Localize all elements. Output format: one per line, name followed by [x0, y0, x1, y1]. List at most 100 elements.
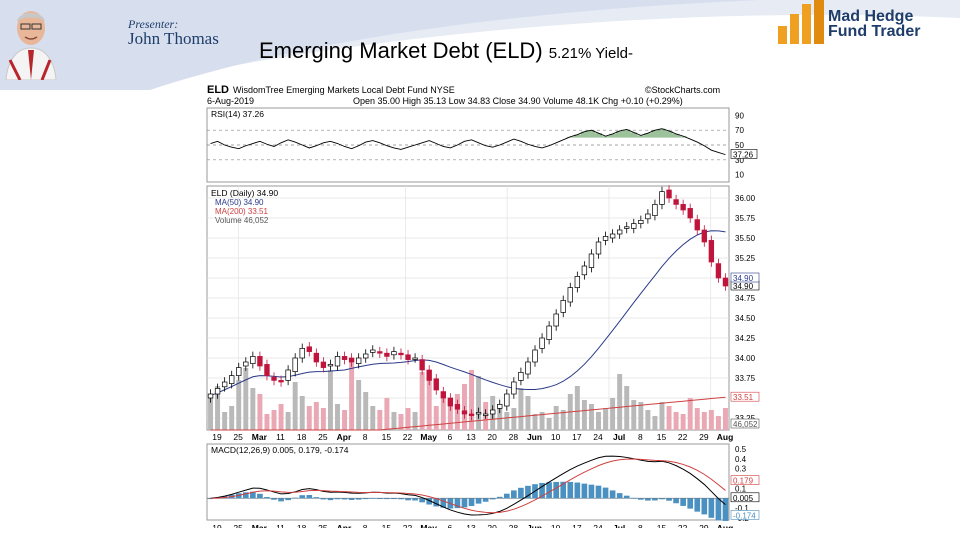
macd-histogram-bar [645, 498, 651, 501]
stock-chart-svg: ELD WisdomTree Emerging Markets Local De… [175, 80, 761, 533]
price-value-box [730, 391, 760, 402]
presenter-photo [0, 0, 62, 80]
macd-histogram-bar [574, 482, 581, 499]
price-value-label: 34.90 [733, 274, 754, 283]
x-axis-label: 15 [382, 432, 392, 442]
volume-bar [250, 388, 256, 430]
macd-histogram-bar [638, 498, 644, 500]
macd-tick-label: 0.5 [735, 445, 747, 454]
slide-title-suffix: 5.21% Yield- [548, 45, 634, 62]
macd-histogram-bar [546, 482, 552, 499]
candle-body [299, 348, 305, 359]
macd-legend: MACD(12,26,9) 0.005, 0.179, -0.174 [211, 445, 349, 455]
x-axis-label: 11 [276, 432, 285, 442]
x-axis-label: 25 [233, 523, 243, 528]
rsi-legend: RSI(14) 37.26 [211, 109, 264, 119]
macd-histogram-bar [278, 498, 284, 502]
price-tick-label: 35.25 [735, 254, 756, 263]
price-value-label: 33.51 [733, 393, 754, 402]
candle-body [391, 351, 397, 356]
volume-bar [419, 372, 425, 430]
price-tick-label: 34.00 [735, 354, 756, 363]
volume-bar [377, 410, 383, 430]
chart-symbol: ELD [207, 84, 229, 96]
candle-body [482, 413, 489, 416]
candle-body [504, 393, 510, 407]
x-axis-label: Aug [717, 523, 734, 528]
x-axis-label: 8 [638, 523, 643, 528]
volume-bar [440, 392, 446, 430]
volume-bar [349, 360, 355, 430]
candle-body [292, 357, 298, 372]
volume-bar [574, 386, 580, 430]
volume-bar [257, 394, 263, 430]
candle-body [341, 356, 348, 360]
candle-body [645, 213, 651, 220]
volume-bar [723, 408, 728, 430]
presenter-label: Presenter: [128, 17, 179, 31]
ma200-line [210, 396, 726, 431]
legend-price: ELD (Daily) 34.90 [211, 188, 278, 198]
macd-histogram-bar [673, 498, 679, 504]
macd-histogram-bar [482, 498, 489, 502]
macd-histogram-bar [468, 498, 475, 506]
volume-bar [299, 396, 305, 430]
volume-bar [327, 370, 333, 430]
x-axis-label: 29 [699, 432, 709, 442]
candle-body [461, 410, 468, 415]
volume-bar [539, 412, 545, 430]
candle-body [602, 236, 609, 241]
x-axis-label: 22 [403, 432, 413, 442]
macd-histogram-bar [666, 498, 672, 501]
candle-body [440, 391, 446, 399]
rsi-overbought-fill [566, 128, 687, 138]
volume-bar [313, 402, 319, 430]
legend-ma200: MA(200) 33.51 [215, 207, 268, 216]
volume-bar [525, 396, 531, 430]
x-axis-label: 28 [509, 432, 519, 442]
x-axis-label: 18 [297, 523, 307, 528]
candle-body [334, 356, 341, 367]
candle-body [229, 375, 235, 384]
macd-histogram-bar [362, 498, 369, 500]
price-value-box [730, 418, 760, 429]
x-axis-label: 17 [572, 432, 582, 442]
x-axis-label: 22 [678, 432, 688, 442]
candle-body [398, 352, 404, 356]
volume-bar [278, 404, 284, 430]
rsi-tick-label: 90 [735, 111, 744, 120]
macd-value-box [730, 492, 760, 503]
logo-line-1: Mad Hedge [828, 8, 914, 25]
macd-histogram-bar [708, 498, 715, 518]
macd-histogram-bar [271, 498, 277, 500]
macd-histogram-bar [426, 498, 433, 505]
price-tick-label: 34.25 [735, 334, 756, 343]
candle-body [221, 381, 228, 388]
macd-histogram-bar [595, 485, 602, 499]
volume-bar [320, 408, 326, 430]
candle-body [631, 223, 637, 229]
macd-histogram-bar [475, 498, 482, 504]
macd-histogram-bar [242, 492, 249, 499]
candle-body [327, 364, 334, 367]
price-tick-label: 34.75 [735, 294, 756, 303]
macd-histogram-bar [405, 498, 411, 501]
candle-body [278, 380, 284, 383]
candle-body [355, 357, 362, 364]
legend-volume: Volume 46,052 [215, 216, 269, 225]
macd-histogram-bar [327, 498, 334, 501]
slide-title-main: Emerging Market Debt (ELD) [259, 38, 543, 63]
x-axis-label: Apr [337, 432, 352, 442]
presenter-name: John Thomas [128, 29, 219, 48]
candle-body [384, 352, 390, 357]
volume-bar [638, 402, 644, 430]
macd-value-label: -0.174 [733, 511, 756, 520]
price-value-label: 34.90 [733, 282, 754, 291]
logo-text: Mad Hedge Fund Trader [828, 8, 920, 40]
volume-bar [363, 392, 369, 430]
candle-body [271, 376, 277, 381]
volume-bar [588, 404, 594, 430]
volume-bar [680, 414, 686, 430]
x-axis-label: 18 [297, 432, 307, 442]
price-value-box [730, 272, 760, 283]
